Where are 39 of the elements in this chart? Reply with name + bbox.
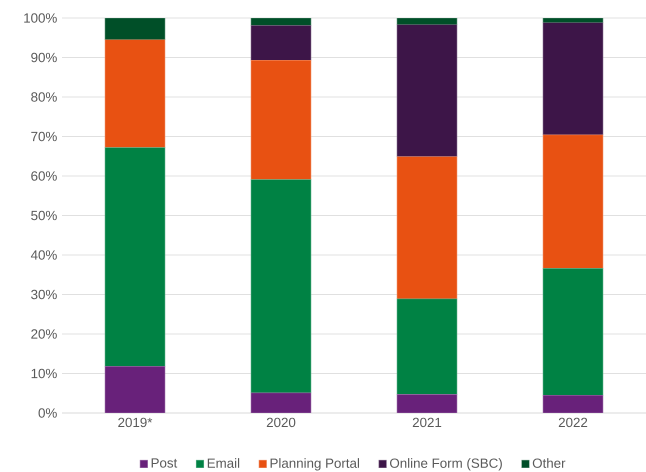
legend-label: Other [532,458,566,468]
bar [250,18,312,26]
bar [542,134,604,269]
x-tick-label: 2021 [412,418,442,428]
x-tick-label: 2022 [558,418,588,428]
y-tick-label: 10% [32,368,57,378]
legend-label: Online Form (SBC) [390,458,502,471]
y-tick-label: 100% [24,13,57,23]
y-tick-label: 30% [31,290,57,300]
bar [104,18,166,40]
bar [396,298,458,395]
bar [396,156,458,300]
bar [250,392,312,414]
bar [250,179,312,394]
bar [396,18,458,25]
bar [542,268,604,396]
bar [396,394,458,414]
x-tick-label: 2019* [118,418,152,428]
bar [104,366,166,414]
x-tick-label: 2020 [266,418,296,428]
y-tick-label: 90% [31,52,57,62]
bar [250,25,312,61]
bar [104,39,166,148]
y-tick-label: 0% [38,408,57,418]
y-tick-label: 20% [31,329,57,339]
bar [104,147,166,367]
bar [396,24,458,157]
bar [542,394,604,414]
bar [542,18,604,24]
y-tick-label: 50% [31,210,57,220]
legend-label: Email [208,458,240,468]
y-tick-label: 40% [30,250,57,260]
legend-label: Planning Portal [270,458,360,471]
y-tick-label: 70% [31,132,57,142]
legend-label: Post [152,458,178,468]
y-tick-label: 60% [31,171,57,181]
bar [250,60,312,180]
bar [542,22,604,136]
y-tick-label: 80% [31,92,57,102]
